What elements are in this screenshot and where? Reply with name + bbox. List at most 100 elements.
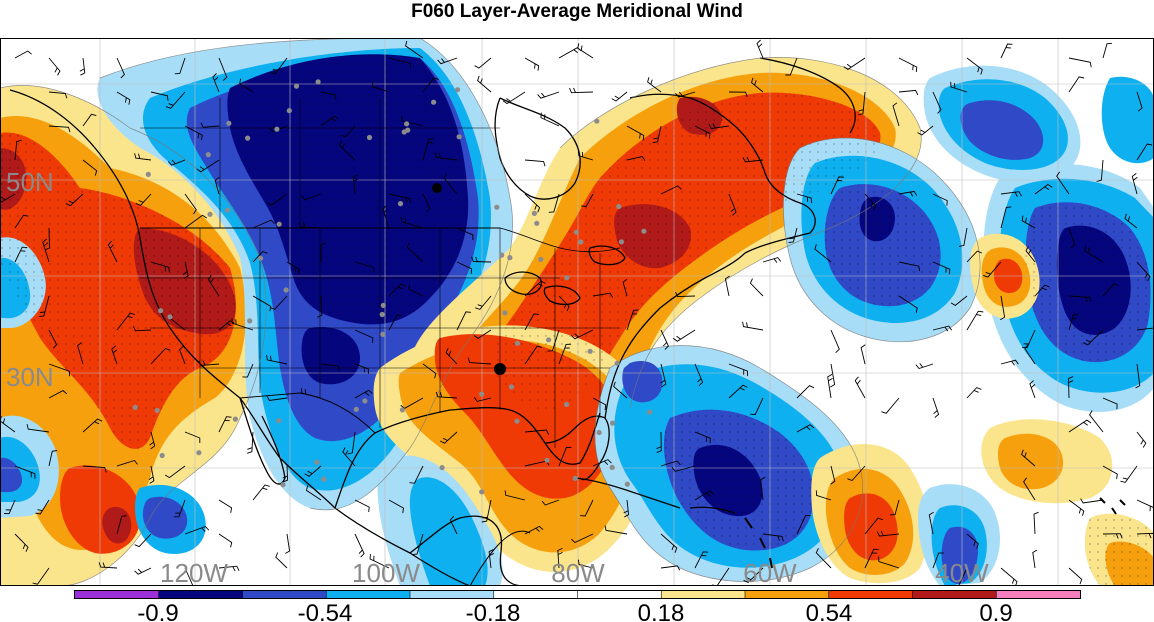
wind-barb <box>445 347 458 365</box>
wind-barb <box>179 345 186 365</box>
wind-barb <box>282 465 289 483</box>
wind-barb <box>184 125 203 141</box>
wind-barb <box>1102 465 1118 480</box>
station-dot <box>431 99 437 105</box>
wind-barb <box>1131 173 1138 195</box>
wind-barb <box>471 256 492 263</box>
wind-barb <box>796 385 815 399</box>
wind-barb <box>1136 91 1143 112</box>
wind-barb <box>1021 449 1036 467</box>
station-dot <box>205 152 211 158</box>
wind-barb <box>435 391 458 399</box>
colorbar-tick-label: -0.9 <box>137 600 178 622</box>
wind-barb <box>675 91 696 98</box>
wind-barb <box>830 176 844 195</box>
wind-barb <box>898 57 918 73</box>
wind-barb <box>966 533 979 549</box>
wind-barb <box>184 567 194 586</box>
wind-barb <box>150 261 170 273</box>
wind-barb <box>134 153 152 161</box>
station-dot <box>286 108 292 114</box>
colorbar-swatch <box>661 591 746 598</box>
station-dot <box>616 203 622 210</box>
colorbar-swatch <box>158 591 244 598</box>
wind-barb <box>353 174 359 195</box>
wind-barb <box>1034 284 1050 297</box>
wind-barb <box>558 446 572 467</box>
station-dot <box>507 255 513 261</box>
wind-barb <box>38 295 50 317</box>
wind-barb <box>1034 183 1053 195</box>
wind-barb <box>320 115 339 127</box>
wind-barb <box>182 261 189 279</box>
wind-barb <box>570 533 594 544</box>
wind-barb <box>422 77 439 93</box>
wind-barb <box>742 156 764 163</box>
station-dot <box>258 255 264 261</box>
wind-barb <box>135 193 152 206</box>
wind-barb <box>796 424 815 433</box>
wind-barb <box>915 363 934 370</box>
wind-barbs <box>0 39 1154 586</box>
wind-barb <box>116 91 131 105</box>
colorbar-swatches <box>75 591 1081 598</box>
wind-barb <box>1083 329 1104 346</box>
station-dot <box>247 318 253 324</box>
wind-barb <box>275 552 288 569</box>
wind-barb <box>694 125 711 139</box>
station-dot <box>380 331 386 337</box>
wind-barb <box>524 57 540 71</box>
wind-barb <box>207 275 220 297</box>
station-dot <box>379 311 385 318</box>
wind-barb <box>422 193 431 213</box>
wind-barb <box>456 227 474 240</box>
wind-barb <box>266 193 288 206</box>
wind-barb <box>82 113 97 127</box>
wind-barb <box>14 465 36 479</box>
station-dot <box>366 134 373 141</box>
station-dot <box>280 482 286 488</box>
wind-barb <box>422 138 434 161</box>
wind-barb <box>671 465 696 472</box>
colorbar-swatch <box>242 591 327 598</box>
wind-barb <box>950 295 968 306</box>
contour-lines <box>0 38 981 586</box>
wind-barb <box>1021 215 1036 229</box>
station-dot <box>456 134 462 140</box>
wind-barb <box>48 57 61 76</box>
wind-barb <box>728 363 748 377</box>
wind-barb <box>892 102 900 127</box>
wind-barb <box>1068 295 1092 303</box>
wind-barb <box>694 490 714 501</box>
wind-barb <box>898 261 921 272</box>
wind-barb <box>44 227 50 251</box>
wind-barb <box>1068 227 1076 249</box>
wind-barb <box>652 125 662 144</box>
lat-label-50n: 50N <box>6 167 54 197</box>
wind-barb <box>286 261 301 275</box>
wind-barb <box>252 250 268 263</box>
wind-barb <box>577 150 594 161</box>
lat-label-30n: 30N <box>6 362 54 392</box>
wind-barb <box>434 152 458 161</box>
wind-barb <box>750 397 764 415</box>
wind-barb <box>743 567 764 583</box>
wind-barb <box>247 431 254 454</box>
station-dot <box>283 287 289 293</box>
station-dot <box>564 401 570 407</box>
wind-barb <box>1096 159 1104 182</box>
wind-barb <box>502 91 526 105</box>
wind-barb <box>354 389 373 399</box>
wind-barb <box>48 91 68 99</box>
lon-label-120w: 120W <box>160 558 228 586</box>
highlight-station-north <box>432 183 442 193</box>
wind-barb <box>864 548 879 569</box>
wind-barb <box>1000 359 1019 366</box>
wind-barb <box>4 499 16 515</box>
lon-label-40w: 40W <box>935 558 989 586</box>
wind-barb <box>408 284 424 297</box>
station-dot <box>276 221 282 227</box>
wind-barb <box>1102 533 1123 539</box>
wind-barb <box>198 360 220 366</box>
wind-barb <box>864 517 883 535</box>
